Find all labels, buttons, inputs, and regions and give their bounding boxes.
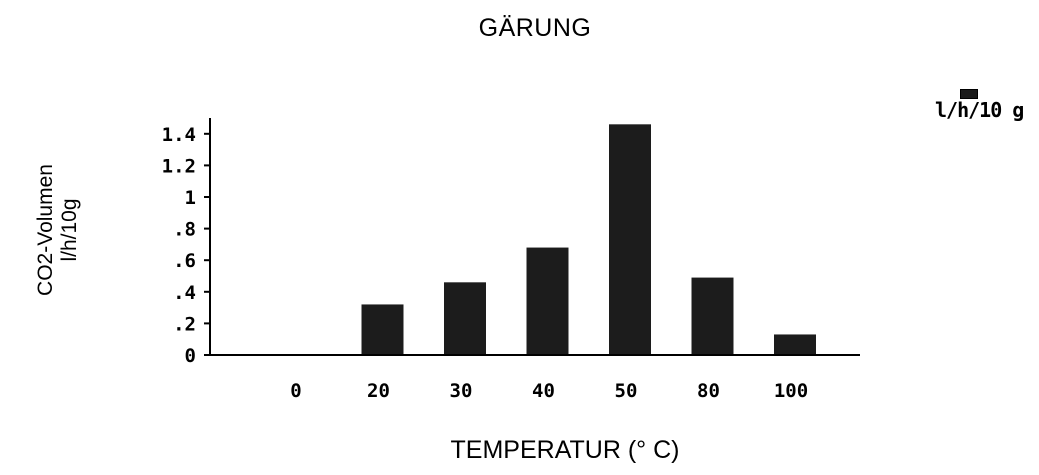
x-tick-label: 30 [450,380,473,402]
x-axis-label: TEMPERATUR (° C) [450,436,680,464]
x-tick-label: 50 [615,380,638,402]
chart-title: GÄRUNG [478,14,592,42]
x-tick-label: 80 [697,380,720,402]
legend-swatch [960,89,978,99]
y-tick-label: .6 [173,250,196,272]
y-tick-label: 0 [185,345,196,367]
bar-100 [774,334,816,355]
y-ticks-group: 0 .2 .4 .6 .8 1 1.2 1.4 [162,124,210,367]
x-ticks-group: 0 20 30 40 50 80 100 [290,380,808,402]
x-tick-label: 20 [367,380,390,402]
x-tick-label: 100 [774,380,808,402]
bar-50 [609,124,651,355]
y-tick-label: 1 [185,187,196,209]
bar-40 [526,247,569,355]
bar-80 [691,277,734,355]
x-tick-label: 40 [532,380,555,402]
bars-group [361,124,816,355]
legend: l/h/10 g [935,89,1035,129]
x-tick-label: 0 [290,380,301,402]
bar-20 [361,304,404,355]
bar-30 [444,282,486,355]
y-tick-label: .4 [173,282,196,304]
y-tick-label: .8 [173,219,196,241]
y-tick-label: .2 [173,313,196,335]
y-tick-label: 1.2 [162,155,196,177]
legend-label: l/h/10 g [935,98,1024,122]
y-tick-label: 1.4 [162,124,196,146]
